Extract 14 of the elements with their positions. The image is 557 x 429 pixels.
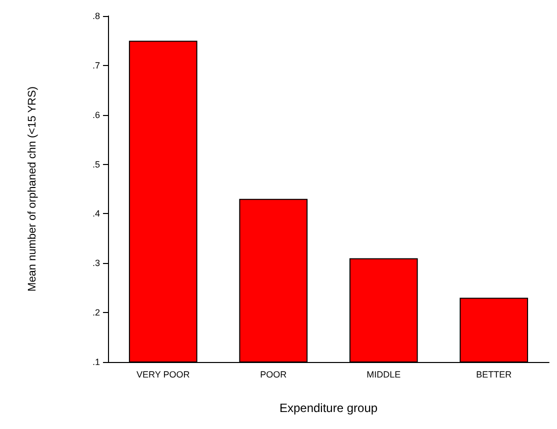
y-tick-label: .1	[92, 357, 100, 367]
y-tick-label: .4	[92, 208, 100, 219]
x-tick-label: MIDDLE	[366, 370, 401, 380]
y-axis-title: Mean number of orphaned chn (<15 YRS)	[26, 86, 38, 292]
y-tick-label: .6	[92, 110, 100, 120]
x-tick-label: BETTER	[476, 370, 512, 380]
x-tick-label: VERY POOR	[136, 370, 190, 380]
y-tick-label: .2	[92, 308, 100, 318]
x-axis-title: Expenditure group	[279, 401, 378, 415]
y-tick-label: .3	[92, 258, 100, 268]
y-tick-label: .5	[92, 159, 100, 170]
y-tick-label: .7	[92, 60, 100, 70]
x-tick-label: POOR	[260, 370, 288, 380]
y-tick-label: .8	[92, 11, 100, 21]
